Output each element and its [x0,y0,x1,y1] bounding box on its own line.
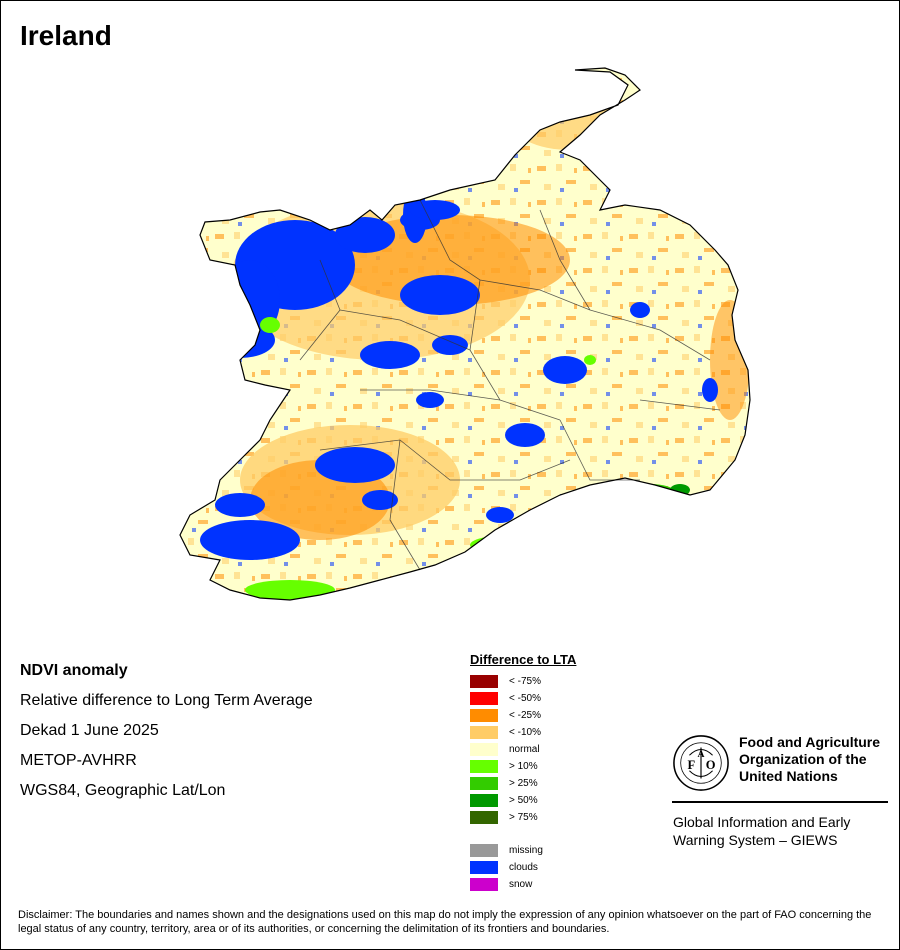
info-description: Relative difference to Long Term Average [20,692,313,709]
fao-logo-letter-o: O [706,758,716,772]
legend-row: > 75% [470,809,630,826]
legend-row: > 50% [470,792,630,809]
ireland-ndvi-map [179,67,751,601]
legend-swatch [470,760,498,773]
legend-label: > 25% [509,778,538,789]
legend-row: > 10% [470,758,630,775]
legend-row: missing [470,842,630,859]
legend-swatch [470,878,498,891]
legend-label: > 50% [509,795,538,806]
fao-name: Food and Agriculture Organization of the… [739,734,881,784]
legend-row: < -75% [470,673,630,690]
legend-label: clouds [509,862,538,873]
legend-label: normal [509,744,540,755]
legend-row: < -50% [470,690,630,707]
legend-label: < -50% [509,693,541,704]
legend-swatch [470,692,498,705]
legend-swatch [470,844,498,857]
info-heading: NDVI anomaly [20,662,128,679]
legend-swatch [470,777,498,790]
legend-row: snow [470,876,630,893]
legend-label: < -25% [509,710,541,721]
legend-title: Difference to LTA [470,652,577,667]
info-date: Dekad 1 June 2025 [20,722,159,739]
fao-divider [672,801,888,803]
legend-swatch [470,743,498,756]
fao-logo-letter-a: A [698,749,705,760]
legend-row: > 25% [470,775,630,792]
fao-logo: F A O [673,735,729,791]
map-info: NDVI anomaly Relative difference to Long… [20,656,313,806]
legend-row: < -25% [470,707,630,724]
legend-label: < -75% [509,676,541,687]
fao-logo-letter-f: F [687,758,695,772]
legend-row: clouds [470,859,630,876]
legend-extra-items: missing clouds snow [470,842,630,893]
legend-label: missing [509,845,543,856]
disclaimer: Disclaimer: The boundaries and names sho… [18,909,872,935]
legend-items: < -75% < -50% < -25% < -10% normal > 10% > 25%… [470,673,630,826]
legend-swatch [470,709,498,722]
legend-swatch [470,794,498,807]
legend-row: normal [470,741,630,758]
legend-swatch [470,861,498,874]
legend-label: > 75% [509,812,538,823]
legend-swatch [470,726,498,739]
legend-swatch [470,675,498,688]
fao-giews: Global Information and Early Warning Sys… [673,814,851,848]
legend-label: snow [509,879,533,890]
info-sensor: METOP-AVHRR [20,752,137,769]
legend-label: < -10% [509,727,541,738]
legend-swatch [470,811,498,824]
info-projection: WGS84, Geographic Lat/Lon [20,782,226,799]
legend-label: > 10% [509,761,538,772]
legend-row: < -10% [470,724,630,741]
map-title: Ireland [20,20,112,51]
legend: Difference to LTA < -75% < -50% < -25% < -1… [470,652,630,893]
fao-block: F A O Food and Agriculture Organization … [670,730,890,860]
